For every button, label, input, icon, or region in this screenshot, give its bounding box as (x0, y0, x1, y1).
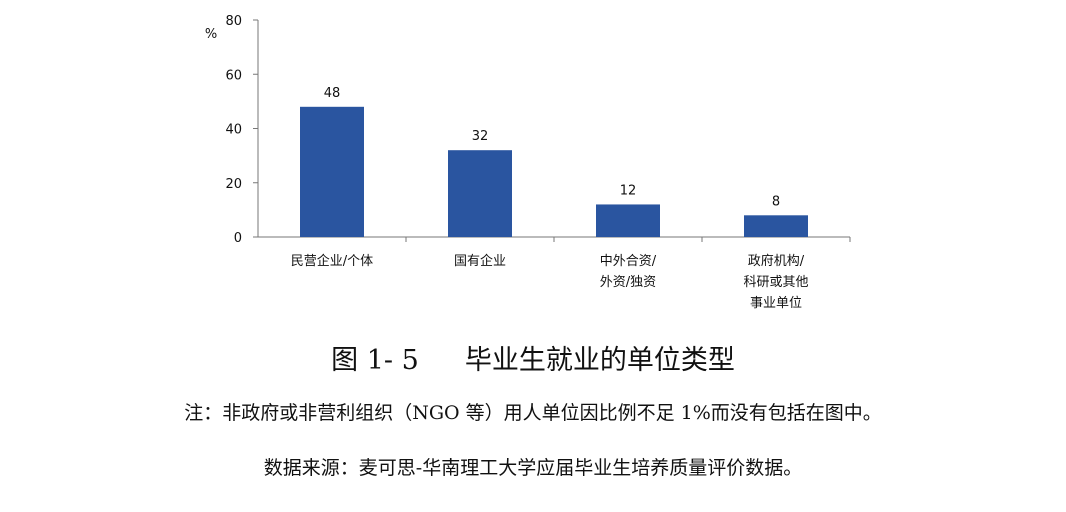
figure-note: 注：非政府或非营利组织（NGO 等）用人单位因比例不足 1%而没有包括在图中。 (184, 402, 882, 424)
bar (300, 106, 364, 237)
figure-caption: 图 1- 5 毕业生就业的单位类型 (0, 338, 1066, 377)
x-tick-label: 国有企业 (454, 253, 506, 269)
x-tick-label: 政府机构/ (748, 254, 805, 269)
x-tick-label: 事业单位 (750, 296, 802, 311)
data-label: 8 (772, 194, 780, 209)
y-tick-label: 60 (225, 68, 242, 83)
bar-chart: 0 20 40 60 80% 48 民营企业/个体 32 国有企业 12 中外合资/外资/独资 8 政府… (205, 14, 851, 311)
x-tick-label: 民营企业/个体 (291, 253, 373, 269)
figure-title: 毕业生就业的单位类型 (464, 345, 735, 376)
figure-number: 图 1- 5 (331, 345, 419, 376)
y-tick-label: 80 (225, 14, 242, 29)
bar (448, 150, 512, 237)
x-tick-label: 外资/独资 (600, 275, 656, 290)
x-tick-label: 中外合资/ (600, 254, 657, 269)
data-label: 12 (620, 183, 637, 198)
x-tick-label: 科研或其他 (743, 275, 808, 290)
data-source: 数据来源：麦可思-华南理工大学应届毕业生培养质量评价数据。 (263, 457, 803, 479)
y-tick-label: 40 (225, 123, 242, 138)
bar (744, 215, 808, 237)
bar (596, 204, 660, 237)
data-label: 48 (324, 86, 341, 101)
data-label: 32 (472, 129, 489, 144)
y-tick-label: 0 (234, 231, 242, 246)
y-tick-label: 20 (225, 177, 242, 192)
y-unit-label: % (205, 27, 217, 42)
